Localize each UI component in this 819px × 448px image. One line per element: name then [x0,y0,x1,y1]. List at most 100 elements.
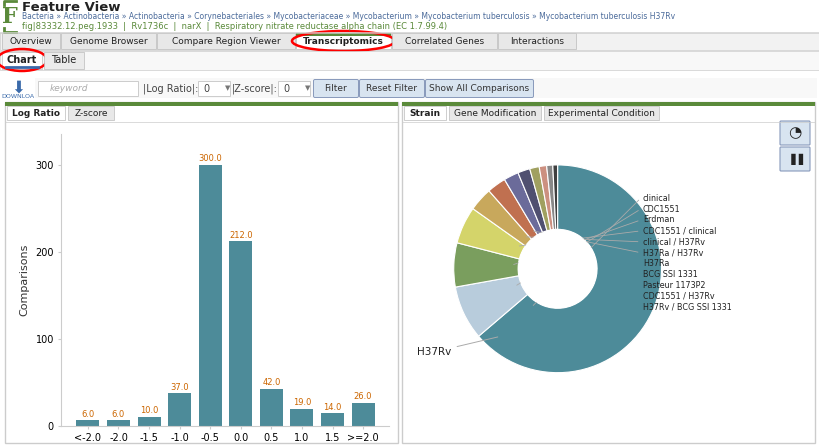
Text: Pasteur 1173P2: Pasteur 1173P2 [642,281,704,290]
Text: Show All Comparisons: Show All Comparisons [429,84,529,93]
Wedge shape [478,165,661,373]
Text: 6.0: 6.0 [81,409,94,418]
FancyBboxPatch shape [296,33,391,49]
Text: H37Rv / BCG SSI 1331: H37Rv / BCG SSI 1331 [642,303,731,312]
Text: BCG SSI 1331: BCG SSI 1331 [642,270,697,279]
Text: H37Rv: H37Rv [417,337,497,357]
FancyBboxPatch shape [0,32,819,50]
Text: H37Ra: H37Ra [642,259,668,268]
Wedge shape [473,191,531,246]
Text: Reset Filter: Reset Filter [366,84,417,93]
Wedge shape [453,243,518,287]
Text: ⬇: ⬇ [11,79,25,97]
Text: ▼: ▼ [224,86,230,91]
FancyBboxPatch shape [2,52,42,69]
FancyBboxPatch shape [5,102,397,106]
Wedge shape [552,165,557,229]
FancyBboxPatch shape [543,106,658,120]
FancyBboxPatch shape [391,33,496,49]
Text: 0: 0 [283,83,289,94]
Text: |Z-score|:: |Z-score|: [232,83,278,94]
Text: Table: Table [52,55,76,65]
Bar [198,165,221,426]
Text: Strain: Strain [409,108,440,117]
Text: 42.0: 42.0 [262,379,280,388]
Wedge shape [529,167,550,231]
Wedge shape [518,169,546,233]
FancyBboxPatch shape [779,147,809,171]
Text: |Log Ratio|:: |Log Ratio|: [143,83,198,94]
Text: 212.0: 212.0 [229,231,252,240]
Wedge shape [488,180,536,239]
Circle shape [518,229,596,308]
Text: fig|83332.12.peg.1933  |  Rv1736c  |  narX  |  Respiratory nitrate reductase alp: fig|83332.12.peg.1933 | Rv1736c | narX |… [22,22,446,30]
FancyBboxPatch shape [5,102,397,443]
Text: CDC1551: CDC1551 [642,205,680,214]
FancyBboxPatch shape [296,33,391,36]
FancyBboxPatch shape [401,102,814,443]
FancyBboxPatch shape [404,106,446,120]
FancyBboxPatch shape [401,102,814,106]
Text: clinical / H37Rv: clinical / H37Rv [642,237,704,246]
Y-axis label: Comparisons: Comparisons [20,244,29,316]
Text: 300.0: 300.0 [198,154,222,163]
FancyBboxPatch shape [0,0,819,70]
Bar [260,389,283,426]
Text: keyword: keyword [50,84,88,93]
Text: CDC1551 / clinical: CDC1551 / clinical [642,226,715,235]
FancyBboxPatch shape [278,81,310,96]
Text: 19.0: 19.0 [292,398,310,407]
Text: 26.0: 26.0 [354,392,372,401]
Text: Z-score: Z-score [75,108,107,117]
FancyBboxPatch shape [313,79,358,98]
Text: Compare Region Viewer: Compare Region Viewer [171,36,280,46]
Text: ▼: ▼ [305,86,310,91]
Text: ◔: ◔ [787,125,801,141]
Text: 6.0: 6.0 [111,409,125,418]
FancyBboxPatch shape [2,33,60,49]
Text: Log Ratio: Log Ratio [12,108,60,117]
Wedge shape [455,276,527,336]
Text: clinical: clinical [642,194,670,202]
Text: 14.0: 14.0 [323,403,342,412]
Bar [168,393,191,426]
Text: Genome Browser: Genome Browser [70,36,147,46]
Bar [290,409,313,426]
Bar [106,420,129,426]
FancyBboxPatch shape [779,121,809,145]
Text: Gene Modification: Gene Modification [453,108,536,117]
FancyBboxPatch shape [35,78,816,98]
FancyBboxPatch shape [425,79,533,98]
FancyBboxPatch shape [7,106,65,120]
FancyBboxPatch shape [497,33,575,49]
Bar [138,417,161,426]
Bar [229,241,252,426]
Text: Experimental Condition: Experimental Condition [547,108,654,117]
FancyBboxPatch shape [359,79,424,98]
Bar [351,403,374,426]
FancyBboxPatch shape [61,33,156,49]
FancyBboxPatch shape [197,81,229,96]
Text: CDC1551 / H37Rv: CDC1551 / H37Rv [642,292,713,301]
Wedge shape [546,165,555,229]
Text: Correlated Genes: Correlated Genes [405,36,483,46]
Text: 10.0: 10.0 [140,406,158,415]
Bar [76,420,99,426]
Text: 0: 0 [203,83,209,94]
Text: Feature View: Feature View [22,0,120,13]
Wedge shape [456,209,525,259]
Wedge shape [538,165,553,230]
Text: Overview: Overview [10,36,52,46]
Text: H37Ra / H37Rv: H37Ra / H37Rv [642,248,702,257]
Text: Filter: Filter [324,84,347,93]
Wedge shape [504,173,542,235]
FancyBboxPatch shape [44,52,84,69]
FancyBboxPatch shape [156,33,295,49]
FancyBboxPatch shape [0,51,819,70]
Text: Bacteria » Actinobacteria » Actinobacteria » Corynebacteriales » Mycobacteriacea: Bacteria » Actinobacteria » Actinobacter… [22,12,674,21]
Text: Transcriptomics: Transcriptomics [303,36,383,46]
Text: Chart: Chart [7,55,37,65]
FancyBboxPatch shape [68,106,114,120]
Text: ▐▐: ▐▐ [785,153,803,164]
Text: 37.0: 37.0 [170,383,188,392]
